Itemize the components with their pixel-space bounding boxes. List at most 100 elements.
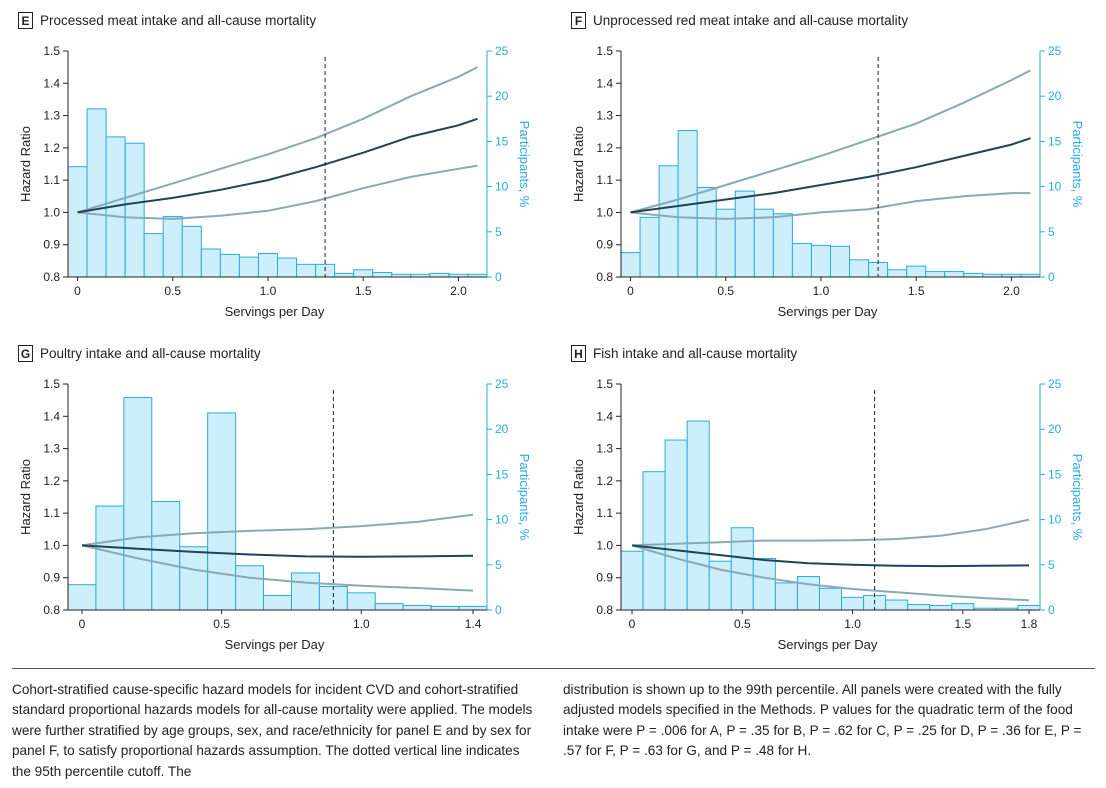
left-y-tick-label: 1.2 — [596, 474, 613, 488]
histogram-bar — [642, 471, 666, 611]
x-tick-label: 2.0 — [450, 284, 467, 298]
histogram-bar — [124, 142, 145, 278]
panel-letter: G — [21, 347, 30, 361]
histogram-bar — [791, 243, 812, 278]
histogram-bar — [796, 576, 820, 611]
histogram-bar — [752, 557, 776, 611]
histogram-bar — [963, 272, 984, 278]
panel-e: E Processed meat intake and all-cause mor… — [0, 0, 553, 330]
histogram-bar — [887, 269, 908, 278]
left-y-tick-label: 1.2 — [596, 141, 613, 155]
right-y-tick-label: 15 — [495, 134, 509, 148]
right-y-tick-label: 10 — [495, 513, 509, 527]
x-tick-label: 1.0 — [813, 284, 830, 298]
x-tick-label: 0.5 — [717, 284, 734, 298]
left-y-tick-label: 1.4 — [43, 409, 60, 423]
right-y-tick-label: 20 — [1048, 422, 1062, 436]
right-y-tick-label: 10 — [1048, 513, 1062, 527]
histogram-bar — [353, 269, 374, 278]
histogram-bar — [929, 604, 953, 611]
x-axis-title: Servings per Day — [778, 637, 878, 652]
panel-h: H Fish intake and all-cause mortality 0.8 0… — [553, 333, 1106, 663]
histogram-bar — [664, 439, 688, 611]
histogram-bar — [162, 215, 183, 278]
ci-upper-line — [81, 513, 474, 547]
histogram-bar — [906, 265, 927, 278]
x-tick-label: 1.0 — [844, 617, 861, 631]
x-tick-label: 1.8 — [1021, 617, 1038, 631]
histogram-bar — [772, 213, 793, 278]
histogram-bar — [372, 271, 393, 278]
left-y-tick-label: 1.3 — [596, 442, 613, 456]
panel-g: G Poultry intake and all-cause mortality 0… — [0, 333, 553, 663]
left-y-tick-label: 0.9 — [596, 238, 613, 252]
histogram-bar — [925, 271, 946, 278]
left-y-tick-label: 0.9 — [43, 238, 60, 252]
hazard-ratio-line — [631, 544, 1030, 568]
chart-svg: G Poultry intake and all-cause mortality 0… — [18, 345, 532, 652]
x-tick-label: 0 — [627, 284, 634, 298]
panel-letter: E — [21, 14, 29, 28]
x-tick-label: 0 — [629, 617, 636, 631]
left-y-tick-label: 1.4 — [596, 409, 613, 423]
right-y-tick-label: 15 — [1048, 134, 1062, 148]
histogram-bar — [257, 252, 279, 278]
left-y-tick-label: 1.1 — [596, 506, 613, 520]
histogram-bar — [179, 546, 209, 611]
histogram-bar — [686, 420, 710, 611]
histogram-bar — [1017, 604, 1041, 611]
right-y-tick-label: 10 — [1048, 180, 1062, 194]
right-y-axis-title: Participants, % — [1070, 121, 1085, 208]
ci-upper-line — [77, 66, 478, 214]
chart-svg: F Unprocessed red meat intake and all-cau… — [571, 12, 1085, 319]
x-tick-label: 0 — [74, 284, 81, 298]
left-y-tick-label: 1.4 — [43, 76, 60, 90]
histogram-bar — [263, 595, 292, 611]
x-tick-label: 1.0 — [260, 284, 277, 298]
right-y-tick-label: 20 — [495, 422, 509, 436]
histogram-bar — [346, 592, 376, 611]
histogram-bar — [219, 253, 240, 278]
panel-letter-box — [18, 12, 33, 29]
histogram-bar — [658, 165, 679, 278]
ci-upper-line — [630, 69, 1031, 214]
right-y-tick-label: 0 — [495, 603, 502, 617]
left-y-tick-label: 1.0 — [596, 205, 613, 219]
panel-title: Fish intake and all-cause mortality — [593, 346, 797, 361]
left-y-tick-label: 0.8 — [596, 603, 613, 617]
x-tick-label: 0.5 — [734, 617, 751, 631]
histogram-bar — [430, 605, 460, 611]
x-tick-label: 1.5 — [355, 284, 372, 298]
histogram-bar — [235, 565, 265, 611]
panel-f: F Unprocessed red meat intake and all-cau… — [553, 0, 1106, 330]
right-y-tick-label: 5 — [495, 558, 502, 572]
histogram-bar — [849, 259, 870, 278]
hazard-ratio-line — [630, 137, 1031, 214]
histogram-bar — [753, 208, 774, 278]
histogram-bar — [458, 605, 488, 611]
left-y-tick-label: 0.8 — [43, 270, 60, 284]
histogram-bar — [620, 550, 644, 611]
histogram-bar — [730, 527, 754, 611]
right-y-tick-label: 5 — [1048, 225, 1055, 239]
histogram-bar — [181, 225, 202, 278]
chart-svg: H Fish intake and all-cause mortality 0.8 0… — [571, 345, 1085, 652]
panel-letter: F — [575, 14, 582, 28]
left-y-tick-label: 1.5 — [596, 377, 613, 391]
x-axis-title: Servings per Day — [225, 304, 325, 319]
right-y-axis-title: Participants, % — [517, 454, 532, 541]
chart-svg: E Processed meat intake and all-cause mor… — [18, 12, 532, 319]
left-y-tick-label: 1.5 — [43, 377, 60, 391]
left-y-tick-label: 1.5 — [43, 44, 60, 58]
x-tick-label: 0 — [79, 617, 86, 631]
histogram-bar — [734, 190, 755, 278]
left-y-tick-label: 1.2 — [43, 141, 60, 155]
ci-upper-line — [631, 518, 1030, 547]
x-tick-label: 1.5 — [908, 284, 925, 298]
left-y-tick-label: 0.8 — [596, 270, 613, 284]
right-y-tick-label: 0 — [495, 270, 502, 284]
right-y-tick-label: 20 — [495, 89, 509, 103]
hazard-ratio-line — [77, 117, 478, 214]
x-axis-title: Servings per Day — [778, 304, 878, 319]
histogram-bar — [95, 505, 125, 611]
